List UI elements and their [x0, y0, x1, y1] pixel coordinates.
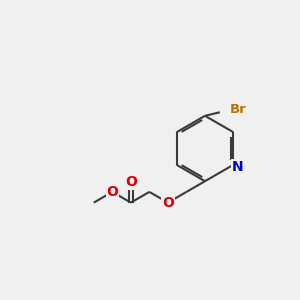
Text: O: O: [125, 175, 137, 189]
Text: O: O: [162, 196, 174, 210]
Text: Br: Br: [230, 103, 246, 116]
Text: O: O: [106, 185, 118, 199]
Text: N: N: [231, 160, 243, 174]
